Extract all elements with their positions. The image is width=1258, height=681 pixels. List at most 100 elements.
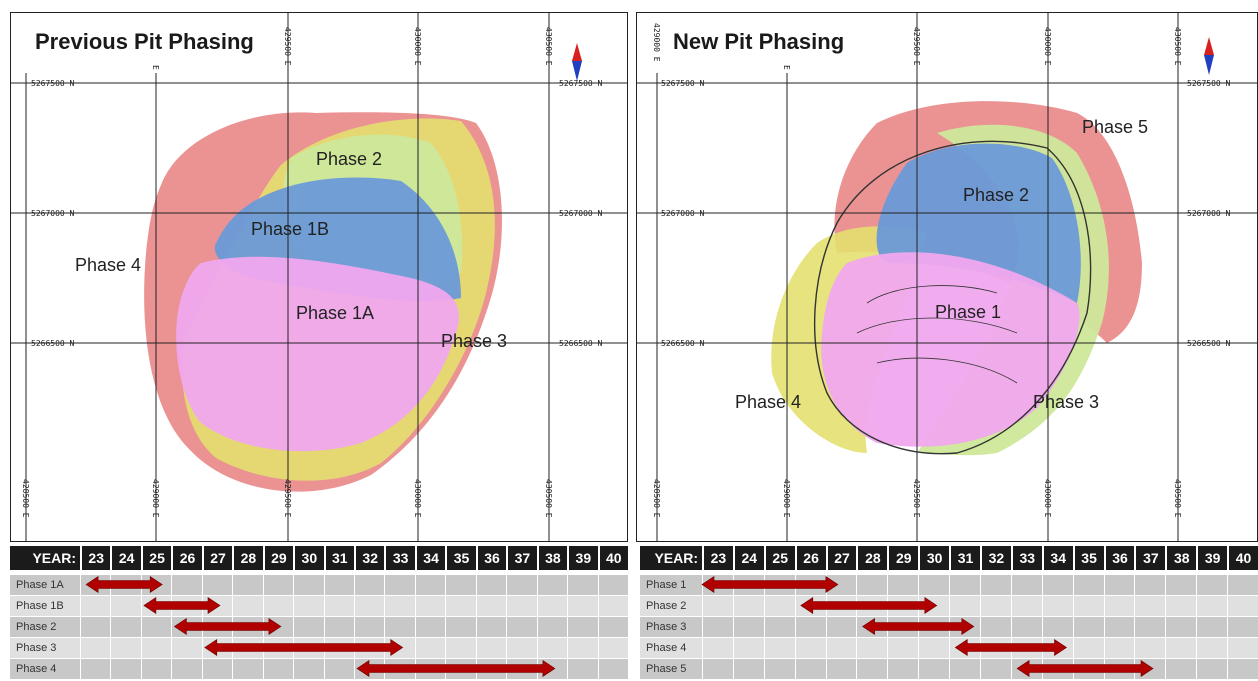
schedule-cell [323, 658, 354, 679]
schedule-cell [1134, 637, 1166, 658]
schedule-cell [918, 658, 950, 679]
previous-schedule-table: YEAR: 23 24 25 26 27 28 29 30 31 32 33 34 35 36 37 38 39 4… [10, 546, 628, 681]
schedule-cell [354, 637, 385, 658]
new-pit-map: Phase 5 Phase 2 Phase 1 Phase 4 Phase 3 … [636, 12, 1258, 542]
schedule-cell [825, 637, 857, 658]
easting-label: 430000 E [1043, 27, 1052, 66]
schedule-cell [980, 637, 1011, 658]
schedule-cell [445, 616, 476, 637]
schedule-cell [949, 658, 980, 679]
schedule-cell [1010, 595, 1042, 616]
schedule-cell [597, 637, 628, 658]
schedule-cell [732, 616, 764, 637]
schedule-cell [597, 616, 628, 637]
year-cell: 29 [887, 546, 918, 570]
schedule-cell [794, 658, 826, 679]
phase-row-label: Phase 2 [10, 616, 80, 637]
schedule-cell [918, 616, 950, 637]
schedule-cell [1010, 658, 1042, 679]
label-phase-4: Phase 4 [735, 392, 801, 412]
schedule-cell [1196, 616, 1228, 637]
schedule-cell [887, 658, 919, 679]
schedule-cell [1103, 616, 1135, 637]
schedule-cell [140, 574, 172, 595]
north-arrow-icon [1204, 37, 1214, 75]
schedule-cell [110, 616, 141, 637]
schedule-cell [384, 616, 415, 637]
schedule-cell [506, 658, 537, 679]
schedule-cell [1041, 616, 1073, 637]
label-phase-3: Phase 3 [441, 331, 507, 351]
easting-label: E [151, 65, 160, 70]
northing-label: 5267000 N [661, 209, 705, 218]
year-cell: 23 [702, 546, 733, 570]
schedule-cell [1103, 658, 1135, 679]
schedule-cell [1165, 574, 1197, 595]
schedule-cell [597, 574, 628, 595]
year-cell: 31 [949, 546, 980, 570]
easting-label: 429000 E [151, 479, 160, 518]
schedule-cell [763, 658, 795, 679]
year-cell: 25 [140, 546, 171, 570]
schedule-cell [384, 637, 415, 658]
schedule-cell [702, 658, 733, 679]
schedule-cell [171, 574, 202, 595]
schedule-cell [702, 595, 733, 616]
new-schedule-table: YEAR: 23 24 25 26 27 28 29 30 31 32 33 34 35 36 37 38 39 4… [640, 546, 1258, 681]
schedule-cell [918, 595, 950, 616]
schedule-cell [887, 574, 919, 595]
year-cell: 36 [1103, 546, 1135, 570]
schedule-cell [1196, 574, 1228, 595]
schedule-cell [1227, 616, 1258, 637]
schedule-cell [567, 658, 598, 679]
schedule-cell [384, 658, 415, 679]
year-cell: 34 [1041, 546, 1073, 570]
schedule-cell [702, 637, 733, 658]
schedule-cell [1103, 595, 1135, 616]
label-phase-1b: Phase 1B [251, 219, 329, 239]
schedule-cell [794, 637, 826, 658]
year-cell: 28 [232, 546, 262, 570]
schedule-cell [293, 658, 324, 679]
year-cell: 37 [1134, 546, 1165, 570]
schedule-cell [949, 637, 980, 658]
schedule-cell [414, 658, 446, 679]
schedule-cell [475, 595, 507, 616]
year-cell: 40 [1227, 546, 1258, 570]
schedule-cell [1134, 574, 1166, 595]
year-cell: 34 [414, 546, 445, 570]
schedule-cell [1041, 574, 1073, 595]
schedule-cell [171, 637, 202, 658]
schedule-cell [825, 658, 857, 679]
new-pit-map-canvas: Phase 5 Phase 2 Phase 1 Phase 4 Phase 3 … [637, 13, 1257, 541]
phase-1-area [821, 252, 1080, 447]
easting-label: 428500 E [652, 479, 661, 518]
schedule-cell [445, 574, 476, 595]
schedule-cell [918, 637, 950, 658]
schedule-cell [536, 574, 568, 595]
schedule-cell [918, 574, 950, 595]
schedule-cell [1010, 616, 1042, 637]
northing-label: 5266500 N [661, 339, 705, 348]
year-cell: 33 [1010, 546, 1042, 570]
schedule-cell [323, 637, 354, 658]
schedule-cell [763, 595, 795, 616]
schedule-cell [825, 616, 857, 637]
year-cell: 26 [794, 546, 826, 570]
schedule-cell [1072, 574, 1104, 595]
year-cell: 25 [763, 546, 795, 570]
year-cell: 33 [384, 546, 414, 570]
schedule-cell [323, 574, 354, 595]
schedule-cell [887, 595, 919, 616]
year-cell: 37 [506, 546, 536, 570]
schedule-cell [354, 595, 385, 616]
schedule-cell [262, 595, 294, 616]
schedule-cell [1165, 658, 1197, 679]
schedule-cell [1165, 595, 1197, 616]
easting-label: 430000 E [1043, 479, 1052, 518]
year-cell: 30 [293, 546, 323, 570]
schedule-cell [262, 616, 294, 637]
year-cell: 30 [918, 546, 949, 570]
schedule-cell [506, 616, 537, 637]
schedule-cell [506, 637, 537, 658]
